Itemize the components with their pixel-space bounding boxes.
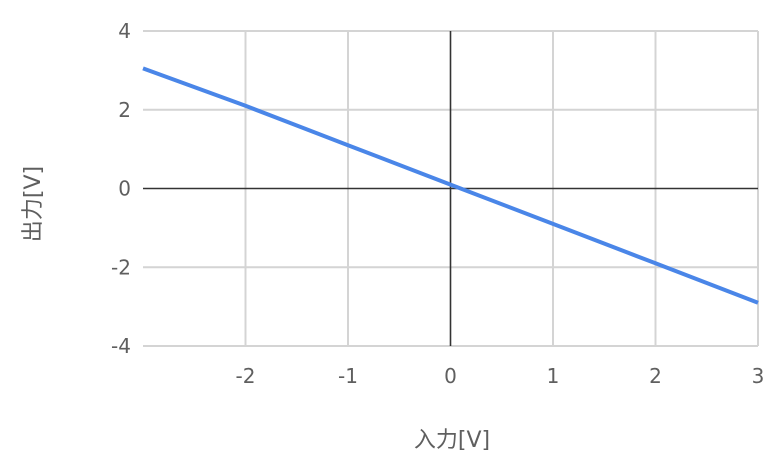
- y-tick-label: 0: [118, 177, 131, 201]
- x-axis-tick-labels: -2 -1 0 1 2 3: [236, 364, 765, 388]
- series-layer: [142, 66, 759, 305]
- y-tick-label: 4: [118, 19, 131, 43]
- x-axis-title: 入力[V]: [414, 428, 490, 453]
- y-tick-label: -2: [111, 255, 131, 279]
- y-axis-tick-labels: 4 2 0 -2 -4: [111, 19, 131, 358]
- x-tick-label: 2: [649, 364, 662, 388]
- zero-axis-lines: [143, 31, 758, 346]
- y-tick-label: -4: [111, 334, 131, 358]
- x-tick-label: -2: [236, 364, 256, 388]
- y-tick-label: 2: [118, 98, 131, 122]
- x-tick-label: -1: [338, 364, 358, 388]
- y-axis-title: 出力[V]: [21, 166, 46, 242]
- x-tick-label: 0: [444, 364, 457, 388]
- x-tick-label: 1: [547, 364, 560, 388]
- x-tick-label: 3: [752, 364, 765, 388]
- series-line-0: [142, 66, 759, 305]
